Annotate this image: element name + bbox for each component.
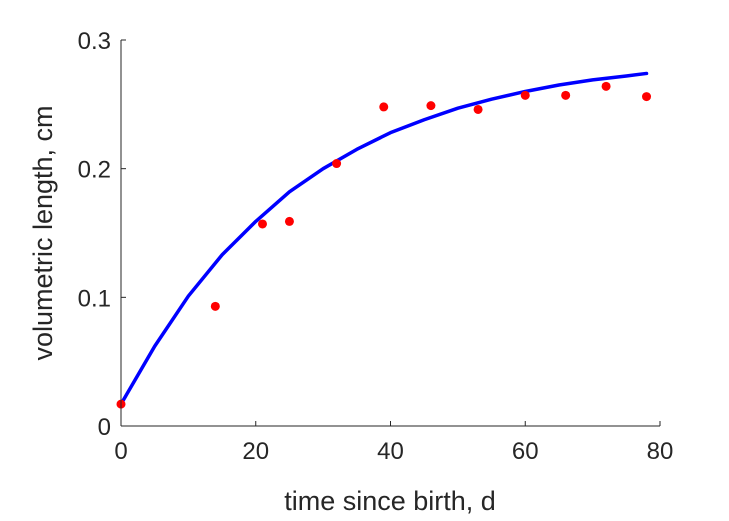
y-axis-ticks: 0 0.1 0.2 0.3: [78, 28, 126, 441]
x-tick-label: 0: [114, 438, 127, 465]
data-point: [561, 90, 571, 100]
data-point: [284, 216, 294, 226]
data-point: [426, 101, 436, 111]
y-tick-label: 0.3: [78, 28, 111, 55]
series-layer: [116, 71, 652, 409]
data-point: [379, 102, 389, 112]
x-axis-label: time since birth, d: [284, 486, 496, 516]
data-point: [473, 104, 483, 114]
data-point: [520, 90, 530, 100]
data-point: [332, 159, 342, 169]
y-tick-label: 0.1: [78, 285, 111, 312]
x-axis-ticks: 0 20 40 60 80: [114, 421, 673, 465]
x-tick-label: 20: [242, 438, 269, 465]
y-tick-label: 0.2: [78, 157, 111, 184]
plot-area: [116, 71, 652, 409]
data-point: [642, 92, 652, 102]
y-axis-label: volumetric length, cm: [28, 105, 58, 360]
fit-curve-line: [119, 71, 649, 406]
x-tick-label: 80: [647, 438, 674, 465]
y-tick-label: 0: [98, 414, 111, 441]
x-tick-label: 40: [377, 438, 404, 465]
data-point: [257, 219, 267, 229]
data-point: [601, 81, 611, 91]
data-point: [210, 301, 220, 311]
x-tick-label: 60: [512, 438, 539, 465]
